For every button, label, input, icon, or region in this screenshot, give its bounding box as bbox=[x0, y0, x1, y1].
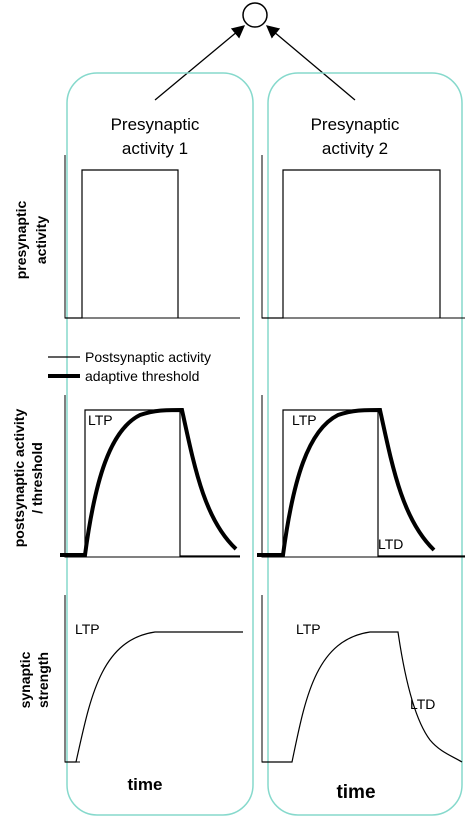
x-label: time bbox=[128, 775, 163, 794]
column-title: Presynaptic bbox=[111, 115, 200, 134]
annotation: LTD bbox=[378, 536, 403, 552]
column-title: activity 2 bbox=[322, 139, 388, 158]
arrow bbox=[266, 25, 356, 101]
row-label: / threshold bbox=[29, 442, 45, 514]
annotation: LTP bbox=[296, 621, 321, 637]
axis bbox=[261, 595, 292, 763]
row-label: presynaptic bbox=[13, 200, 29, 279]
row-label: postsynaptic activity bbox=[11, 409, 27, 548]
row-label: synaptic bbox=[17, 651, 33, 708]
axis bbox=[261, 155, 465, 319]
column-title: activity 1 bbox=[122, 139, 188, 158]
annotation: LTP bbox=[292, 412, 317, 428]
column-box bbox=[66, 72, 254, 816]
pulse bbox=[65, 169, 179, 319]
legend-label: Postsynaptic activity bbox=[85, 349, 211, 365]
row-label: strength bbox=[35, 652, 51, 708]
annotation: LTP bbox=[75, 621, 100, 637]
strength-line bbox=[65, 631, 243, 763]
strength-line bbox=[262, 631, 463, 763]
axis bbox=[64, 155, 240, 319]
legend-label: adaptive threshold bbox=[85, 368, 199, 384]
pulse bbox=[262, 169, 441, 319]
column-title: Presynaptic bbox=[311, 115, 400, 134]
postsynaptic-line bbox=[65, 409, 240, 557]
neuron bbox=[242, 2, 268, 28]
postsynaptic-line bbox=[262, 409, 465, 557]
arrow bbox=[154, 25, 245, 101]
column-box bbox=[267, 72, 463, 816]
row-label: activity bbox=[33, 216, 49, 264]
threshold-line bbox=[257, 407, 436, 557]
annotation: LTP bbox=[88, 412, 113, 428]
annotation: LTD bbox=[410, 696, 435, 712]
x-label: time bbox=[336, 782, 375, 803]
threshold-line bbox=[60, 407, 238, 557]
